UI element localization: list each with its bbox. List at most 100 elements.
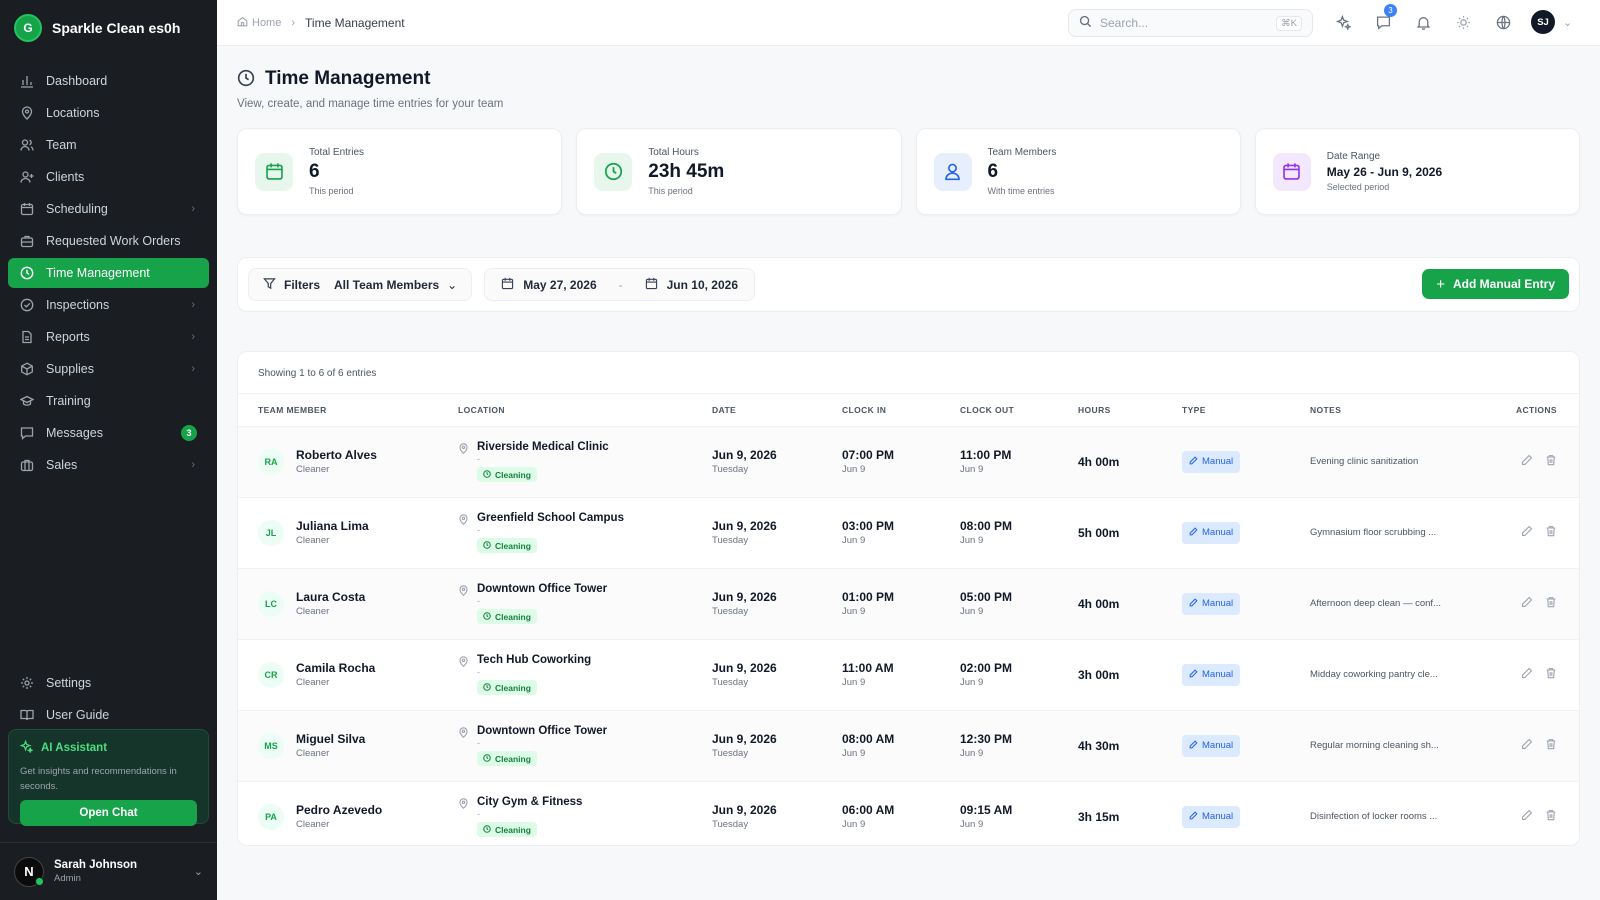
file-text-icon <box>19 329 35 345</box>
user-profile-menu[interactable]: N Sarah Johnson Admin ⌄ <box>0 842 217 900</box>
edit-icon[interactable] <box>1521 525 1533 540</box>
sidebar-item-scheduling[interactable]: Scheduling › <box>8 194 209 224</box>
team-member-select[interactable]: All Team Members ⌄ <box>334 278 457 292</box>
sidebar-item-user-guide[interactable]: User Guide <box>8 700 209 730</box>
stat-text: Date Range May 26 - Jun 9, 2026 Selected… <box>1327 151 1442 192</box>
date-from-value: May 27, 2026 <box>523 277 597 292</box>
messages-badge: 3 <box>1384 4 1397 17</box>
entry-notes: Disinfection of locker rooms ... <box>1310 811 1438 823</box>
pencil-icon <box>1189 739 1198 752</box>
cell-actions <box>1480 780 1579 845</box>
trash-icon[interactable] <box>1545 809 1557 824</box>
sidebar-item-inspections[interactable]: Inspections › <box>8 290 209 320</box>
trash-icon[interactable] <box>1545 667 1557 682</box>
stat-label: Total Hours <box>648 147 699 158</box>
cell-type: Manual <box>1162 496 1290 568</box>
sidebar-item-clients[interactable]: Clients <box>8 162 209 192</box>
map-pin-icon <box>458 442 469 482</box>
trash-icon[interactable] <box>1545 525 1557 540</box>
sidebar-item-reports[interactable]: Reports › <box>8 322 209 352</box>
trash-icon[interactable] <box>1545 596 1557 611</box>
filters-label: Filters <box>284 277 321 292</box>
sidebar-item-supplies[interactable]: Supplies › <box>8 354 209 384</box>
trash-icon[interactable] <box>1545 738 1557 753</box>
add-manual-entry-button[interactable]: + Add Manual Entry <box>1422 269 1569 299</box>
location-detail: - <box>477 525 480 535</box>
sidebar-item-messages[interactable]: Messages 3 <box>8 418 209 448</box>
edit-icon[interactable] <box>1521 454 1533 469</box>
table-row[interactable]: PA Pedro Azevedo Cleaner City Gym & Fitn… <box>238 780 1579 845</box>
entry-type-badge: Manual <box>1182 663 1241 686</box>
open-chat-button[interactable]: Open Chat <box>20 800 197 826</box>
sun-icon[interactable] <box>1451 10 1475 34</box>
profile-dropdown[interactable]: SJ ⌄ <box>1531 10 1572 34</box>
edit-icon[interactable] <box>1521 809 1533 824</box>
stat-sub: This period <box>648 186 693 196</box>
sidebar-item-sales[interactable]: Sales › <box>8 450 209 480</box>
sidebar-item-team[interactable]: Team <box>8 130 209 160</box>
cell-date: Jun 9, 2026 Tuesday <box>692 780 822 845</box>
sidebar-item-dashboard[interactable]: Dashboard <box>8 66 209 96</box>
stat-value: May 26 - Jun 9, 2026 <box>1326 165 1443 179</box>
cell-type: Manual <box>1162 709 1290 781</box>
check-circle-icon <box>19 297 35 313</box>
brand[interactable]: G Sparkle Clean es0h <box>0 0 217 56</box>
sidebar: G Sparkle Clean es0h Dashboard Locations… <box>0 0 217 900</box>
package-icon <box>19 361 35 377</box>
cell-member: LC Laura Costa Cleaner <box>238 567 438 639</box>
table-row[interactable]: LC Laura Costa Cleaner Downtown Office T… <box>238 567 1579 639</box>
messages-icon[interactable]: 3 <box>1371 4 1397 34</box>
sidebar-item-locations[interactable]: Locations <box>8 98 209 128</box>
hours-value: 4h 30m <box>1078 738 1120 753</box>
book-open-icon <box>19 707 35 723</box>
sidebar-item-training[interactable]: Training <box>8 386 209 416</box>
service-tag: Cleaning <box>477 822 537 838</box>
table-row[interactable]: JL Juliana Lima Cleaner Greenfield Schoo… <box>238 496 1579 568</box>
sidebar-item-time-management[interactable]: Time Management <box>8 258 209 288</box>
entry-date: Jun 9, 2026 <box>712 448 777 462</box>
clock-out-date: Jun 9 <box>960 606 984 617</box>
row-actions <box>1500 596 1579 611</box>
entry-type-label: Manual <box>1202 527 1234 538</box>
cell-type: Manual <box>1162 638 1290 710</box>
table-row[interactable]: RA Roberto Alves Cleaner Riverside Medic… <box>238 425 1579 497</box>
clock-out-time: 12:30 PM <box>960 732 1013 746</box>
cell-type: Manual <box>1162 567 1290 639</box>
brand-name: Sparkle Clean es0h <box>52 20 181 36</box>
table-header: TEAM MEMBER LOCATION DATE CLOCK IN CLOCK… <box>238 394 1579 426</box>
cell-hours: 4h 00m <box>1058 425 1162 497</box>
cell-hours: 5h 00m <box>1058 496 1162 568</box>
edit-icon[interactable] <box>1521 738 1533 753</box>
breadcrumb-home[interactable]: Home <box>237 16 281 30</box>
edit-icon[interactable] <box>1521 667 1533 682</box>
date-to-picker[interactable]: Jun 10, 2026 <box>645 277 738 293</box>
bell-icon[interactable] <box>1411 10 1435 34</box>
trash-icon[interactable] <box>1545 454 1557 469</box>
entry-type-badge: Manual <box>1182 592 1241 615</box>
location-info: Downtown Office Tower - Cleaning <box>477 725 607 766</box>
sidebar-item-requested-work-orders[interactable]: Requested Work Orders <box>8 226 209 256</box>
service-tag-label: Cleaning <box>495 753 531 764</box>
globe-icon[interactable] <box>1491 10 1515 34</box>
entry-notes: Afternoon deep clean — conf... <box>1310 598 1441 609</box>
clock-icon <box>483 753 491 764</box>
cell-notes: Midday coworking pantry cle... <box>1290 638 1480 710</box>
date-range-separator: - <box>618 277 623 292</box>
table-row[interactable]: CR Camila Rocha Cleaner Tech Hub Coworki… <box>238 638 1579 710</box>
column-header: ACTIONS <box>1515 404 1557 415</box>
row-actions <box>1500 525 1579 540</box>
entry-date: Jun 9, 2026 <box>712 519 777 533</box>
search-input[interactable]: Search... ⌘K <box>1068 9 1313 37</box>
breadcrumb-current: Time Management <box>305 15 405 30</box>
sidebar-item-settings[interactable]: Settings <box>8 668 209 698</box>
date-from-picker[interactable]: May 27, 2026 <box>501 277 597 293</box>
clock-out-date: Jun 9 <box>960 748 984 759</box>
table-row[interactable]: MS Miguel Silva Cleaner Downtown Office … <box>238 709 1579 781</box>
location-info: Greenfield School Campus - Cleaning <box>477 512 624 553</box>
sidebar-item-label: Team <box>46 138 77 152</box>
edit-icon[interactable] <box>1521 596 1533 611</box>
filters-button[interactable]: Filters <box>263 277 320 293</box>
sparkles-icon[interactable] <box>1331 10 1355 34</box>
date-range-picker: May 27, 2026 - Jun 10, 2026 <box>484 268 756 301</box>
entry-type-badge: Manual <box>1182 450 1241 473</box>
